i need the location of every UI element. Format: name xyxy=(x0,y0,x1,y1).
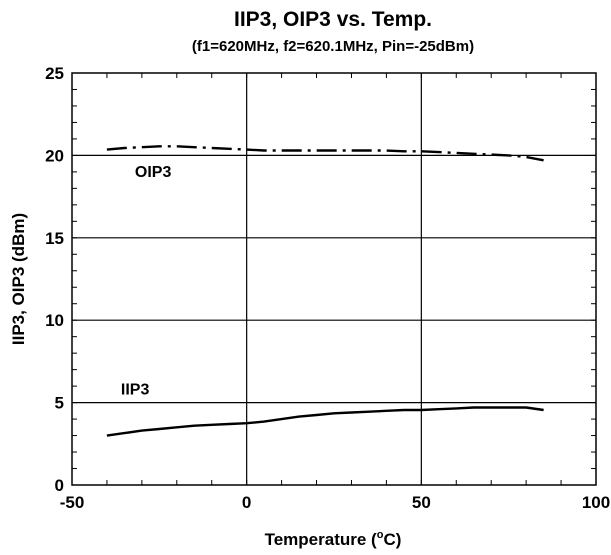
x-axis-label-degree: o xyxy=(377,529,384,541)
grid-lines xyxy=(72,73,596,485)
annotation-iip3: IIP3 xyxy=(121,381,150,398)
y-tick-label: 5 xyxy=(55,394,64,413)
x-tick-labels: -50 0 50 100 xyxy=(60,493,610,512)
x-axis-label-prefix: Temperature ( xyxy=(265,530,377,549)
series-layer xyxy=(106,145,544,437)
chart-subtitle: (f1=620MHz, f2=620.1MHz, Pin=-25dBm) xyxy=(192,38,474,55)
y-tick-label: 10 xyxy=(45,311,64,330)
annotations: OIP3 IIP3 xyxy=(121,164,172,399)
series-line-oip3 xyxy=(106,145,544,162)
y-tick-label: 25 xyxy=(45,64,64,83)
x-tick-label: 100 xyxy=(582,493,610,512)
chart-title: IIP3, OIP3 vs. Temp. xyxy=(234,8,432,31)
series-line-iip3 xyxy=(106,406,544,437)
x-tick-label: 50 xyxy=(412,493,431,512)
y-tick-label: 20 xyxy=(45,146,64,165)
y-tick-labels: 0 5 10 15 20 25 xyxy=(45,64,64,495)
x-tick-label: 0 xyxy=(242,493,251,512)
plot-area xyxy=(71,72,597,486)
x-axis-label: Temperature (oC) xyxy=(265,529,402,549)
minor-ticks xyxy=(71,72,597,486)
annotation-oip3: OIP3 xyxy=(135,164,172,181)
x-tick-label: -50 xyxy=(60,493,85,512)
y-tick-label: 0 xyxy=(55,476,64,495)
x-axis-label-suffix: C) xyxy=(383,530,401,549)
y-axis-label: IIP3, OIP3 (dBm) xyxy=(9,213,28,345)
y-tick-label: 15 xyxy=(45,229,64,248)
